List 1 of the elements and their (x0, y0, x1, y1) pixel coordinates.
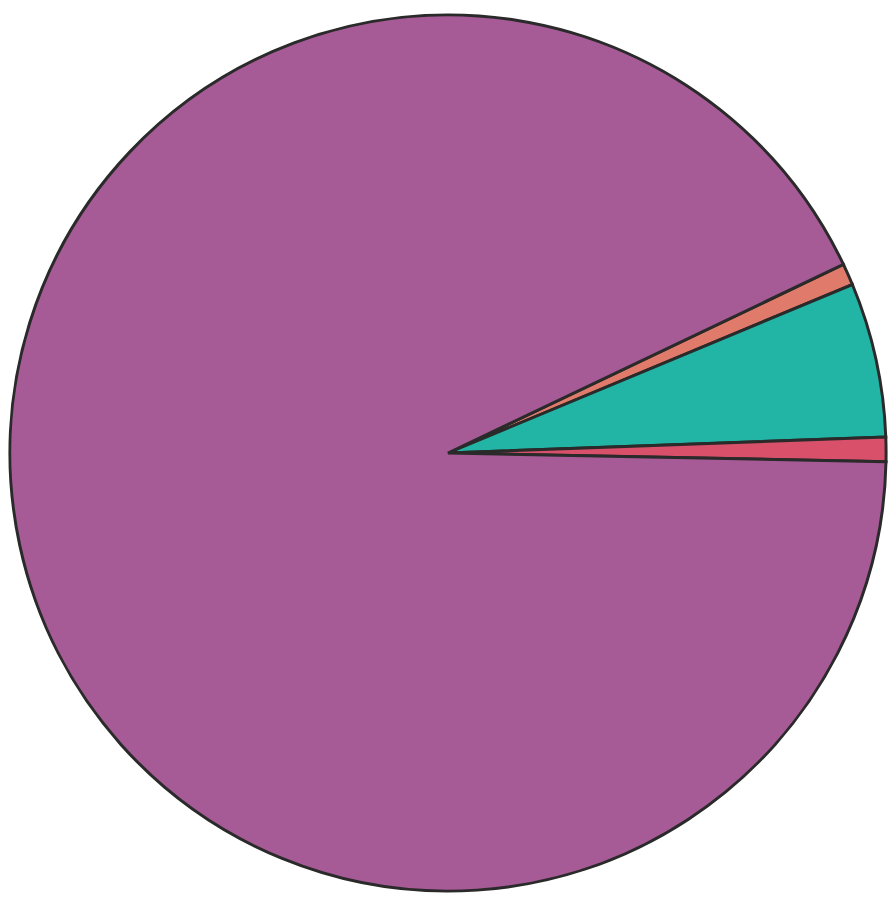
pie-slice (8, 13, 888, 893)
